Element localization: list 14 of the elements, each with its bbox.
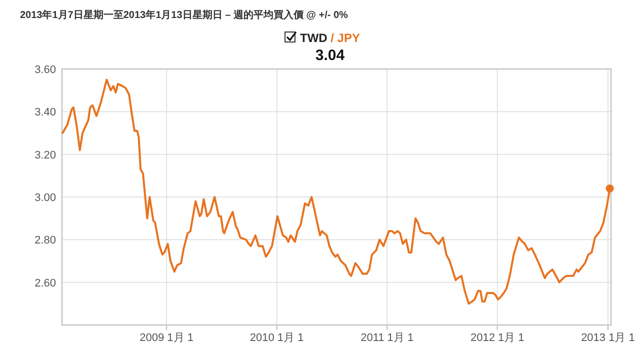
chart-title: TWD / JPY	[300, 31, 360, 45]
x-tick-label: 2011 1月 1	[360, 332, 414, 344]
y-tick-label: 3.40	[34, 106, 56, 119]
y-tick-label: 2.60	[34, 277, 56, 290]
x-tick-label: 2013 1月 1	[581, 332, 635, 344]
text: 2013年1月7日星期一至2013年1月13日星期日 – 週的平均買入價 @ +/- 0%	[20, 9, 348, 21]
x-tick-label: 2010 1月 1	[250, 332, 304, 344]
y-tick-label: 3.20	[34, 149, 56, 162]
x-tick-label: 2012 1月 1	[470, 332, 524, 344]
y-tick-label: 3.60	[34, 64, 56, 76]
y-tick-label: 2.80	[34, 234, 56, 247]
y-tick-label: 3.00	[34, 192, 56, 204]
x-tick-label: 2009 1月 1	[140, 332, 194, 344]
chart-subtitle: 3.04	[315, 47, 346, 64]
